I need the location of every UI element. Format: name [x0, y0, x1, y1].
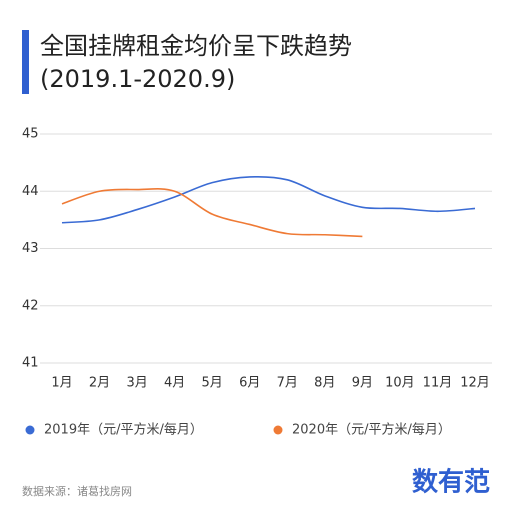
x-tick-label: 8月 [314, 376, 335, 391]
line [61, 188, 363, 238]
x-tick-label: 9月 [352, 376, 373, 391]
y-tick-label: 42 [22, 298, 39, 313]
x-tick-label: 6月 [239, 376, 260, 391]
legend-marker [273, 425, 283, 435]
x-tick-label: 3月 [126, 376, 147, 391]
legend-label: 2020年（元/平方米/每月） [292, 422, 451, 438]
x-tick-label: 2月 [89, 376, 110, 391]
y-tick-label: 43 [22, 241, 39, 256]
chart-subtitle: (2019.1-2020.9) [40, 65, 235, 93]
chart-title: 全国挂牌租金均价呈下跌趋势 [40, 32, 352, 60]
x-tick-label: 10月 [385, 376, 415, 391]
line [61, 175, 476, 224]
x-tick-label: 1月 [51, 376, 72, 391]
y-tick-label: 44 [22, 184, 39, 199]
title-bar [22, 30, 29, 94]
legend-label: 2019年（元/平方米/每月） [44, 422, 203, 438]
y-tick-label: 45 [22, 127, 39, 142]
y-tick-label: 41 [22, 356, 39, 371]
brand: 数有范 [412, 468, 490, 498]
x-tick-label: 4月 [164, 376, 185, 391]
x-tick-label: 5月 [202, 376, 223, 391]
x-tick-label: 7月 [277, 376, 298, 391]
source: 数据来源：诸葛找房网 [22, 484, 132, 498]
x-tick-label: 11月 [423, 376, 453, 391]
x-tick-label: 12月 [460, 376, 490, 391]
legend-marker [25, 425, 35, 435]
